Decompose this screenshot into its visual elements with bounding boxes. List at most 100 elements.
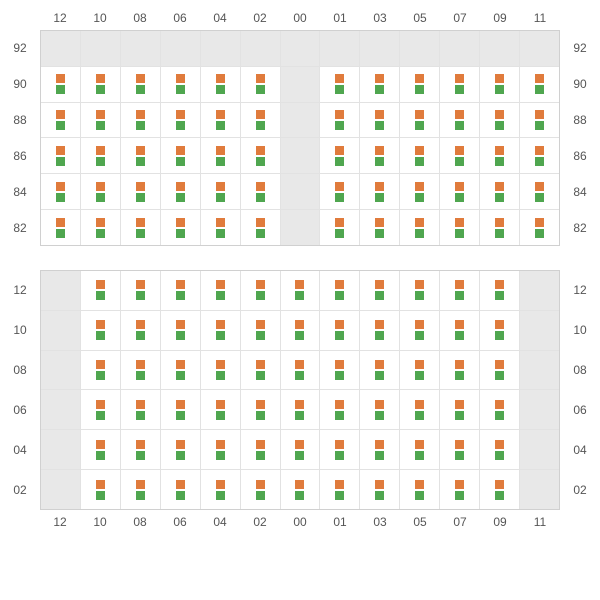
- rack-cell: [240, 271, 280, 310]
- status-dot-green: [375, 193, 384, 202]
- rack-cell: [240, 138, 280, 173]
- status-dot-green: [176, 157, 185, 166]
- status-dot-orange: [256, 146, 265, 155]
- rack-cell: [160, 174, 200, 209]
- status-dot-orange: [216, 146, 225, 155]
- status-dot-green: [495, 491, 504, 500]
- status-dot-green: [136, 85, 145, 94]
- status-dot-orange: [176, 440, 185, 449]
- status-dot-orange: [256, 320, 265, 329]
- rack-cell: [319, 138, 359, 173]
- row-label: 10: [0, 310, 40, 350]
- status-dot-orange: [256, 400, 265, 409]
- rack-cell: [240, 390, 280, 429]
- status-dot-orange: [375, 320, 384, 329]
- rack-cell: [399, 390, 439, 429]
- rack-cell: [200, 31, 240, 66]
- rack-cell: [41, 430, 80, 469]
- status-dot-orange: [256, 74, 265, 83]
- col-label: 01: [320, 11, 360, 25]
- rack-cell: [479, 271, 519, 310]
- status-dot-orange: [136, 480, 145, 489]
- rack-cell: [359, 430, 399, 469]
- col-label: 10: [80, 11, 120, 25]
- status-dot-green: [176, 451, 185, 460]
- col-label: 04: [200, 11, 240, 25]
- status-dot-orange: [176, 280, 185, 289]
- panel-bottom: 121008060402 121008060402 12100806040200…: [0, 270, 600, 534]
- rack-cell: [479, 31, 519, 66]
- rack-cell: [280, 174, 320, 209]
- status-dot-orange: [535, 218, 544, 227]
- status-dot-green: [295, 291, 304, 300]
- rack-cell: [41, 210, 80, 245]
- rack-cell: [399, 103, 439, 138]
- status-dot-green: [335, 121, 344, 130]
- status-dot-orange: [176, 110, 185, 119]
- rack-cell: [280, 351, 320, 390]
- rack-cell: [41, 390, 80, 429]
- status-dot-green: [455, 193, 464, 202]
- status-dot-orange: [136, 218, 145, 227]
- rack-cell: [280, 210, 320, 245]
- status-dot-orange: [176, 74, 185, 83]
- rack-cell: [399, 31, 439, 66]
- status-dot-orange: [176, 360, 185, 369]
- col-label: 11: [520, 515, 560, 529]
- status-dot-green: [335, 85, 344, 94]
- grid-row: [41, 310, 559, 350]
- status-dot-green: [256, 491, 265, 500]
- col-label: 01: [320, 515, 360, 529]
- status-dot-orange: [375, 400, 384, 409]
- status-dot-orange: [455, 74, 464, 83]
- status-dot-green: [256, 157, 265, 166]
- rack-cell: [240, 31, 280, 66]
- rack-cell: [80, 103, 120, 138]
- status-dot-green: [335, 331, 344, 340]
- status-dot-green: [455, 229, 464, 238]
- status-dot-green: [495, 193, 504, 202]
- status-dot-green: [176, 331, 185, 340]
- status-dot-green: [415, 157, 424, 166]
- status-dot-green: [375, 411, 384, 420]
- rack-diagram: 12100806040200010305070911 929088868482 …: [0, 0, 600, 600]
- status-dot-green: [96, 85, 105, 94]
- rack-cell: [439, 351, 479, 390]
- status-dot-green: [216, 85, 225, 94]
- status-dot-green: [495, 411, 504, 420]
- rack-cell: [519, 470, 559, 509]
- row-labels-right-top: 929088868482: [560, 30, 600, 246]
- rack-cell: [120, 430, 160, 469]
- status-dot-green: [56, 157, 65, 166]
- status-dot-orange: [216, 280, 225, 289]
- status-dot-orange: [415, 360, 424, 369]
- status-dot-orange: [96, 360, 105, 369]
- status-dot-green: [335, 371, 344, 380]
- status-dot-green: [96, 157, 105, 166]
- status-dot-orange: [335, 400, 344, 409]
- status-dot-green: [216, 157, 225, 166]
- status-dot-orange: [216, 182, 225, 191]
- status-dot-green: [176, 121, 185, 130]
- row-label: 90: [560, 66, 600, 102]
- status-dot-green: [295, 491, 304, 500]
- status-dot-orange: [535, 110, 544, 119]
- rack-cell: [479, 67, 519, 102]
- row-label: 92: [0, 30, 40, 66]
- row-label: 02: [0, 470, 40, 510]
- rack-cell: [519, 210, 559, 245]
- status-dot-orange: [176, 146, 185, 155]
- status-dot-green: [176, 291, 185, 300]
- row-label: 86: [560, 138, 600, 174]
- rack-cell: [160, 31, 200, 66]
- status-dot-green: [96, 451, 105, 460]
- status-dot-orange: [455, 218, 464, 227]
- panel-gap: [0, 246, 600, 270]
- status-dot-orange: [176, 400, 185, 409]
- row-label: 06: [0, 390, 40, 430]
- status-dot-orange: [216, 480, 225, 489]
- status-dot-green: [415, 85, 424, 94]
- status-dot-green: [256, 451, 265, 460]
- grid-row: [41, 469, 559, 509]
- status-dot-orange: [415, 146, 424, 155]
